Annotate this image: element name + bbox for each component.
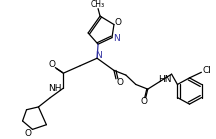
Text: O: O — [49, 60, 56, 69]
Text: O: O — [116, 78, 123, 87]
Text: O: O — [114, 18, 121, 27]
Text: CH₃: CH₃ — [91, 0, 105, 9]
Text: O: O — [140, 97, 147, 106]
Text: N: N — [95, 51, 102, 60]
Text: O: O — [24, 129, 31, 138]
Text: Cl: Cl — [203, 66, 212, 75]
Text: NH: NH — [49, 84, 62, 93]
Text: HN: HN — [158, 75, 171, 84]
Text: N: N — [114, 34, 120, 43]
